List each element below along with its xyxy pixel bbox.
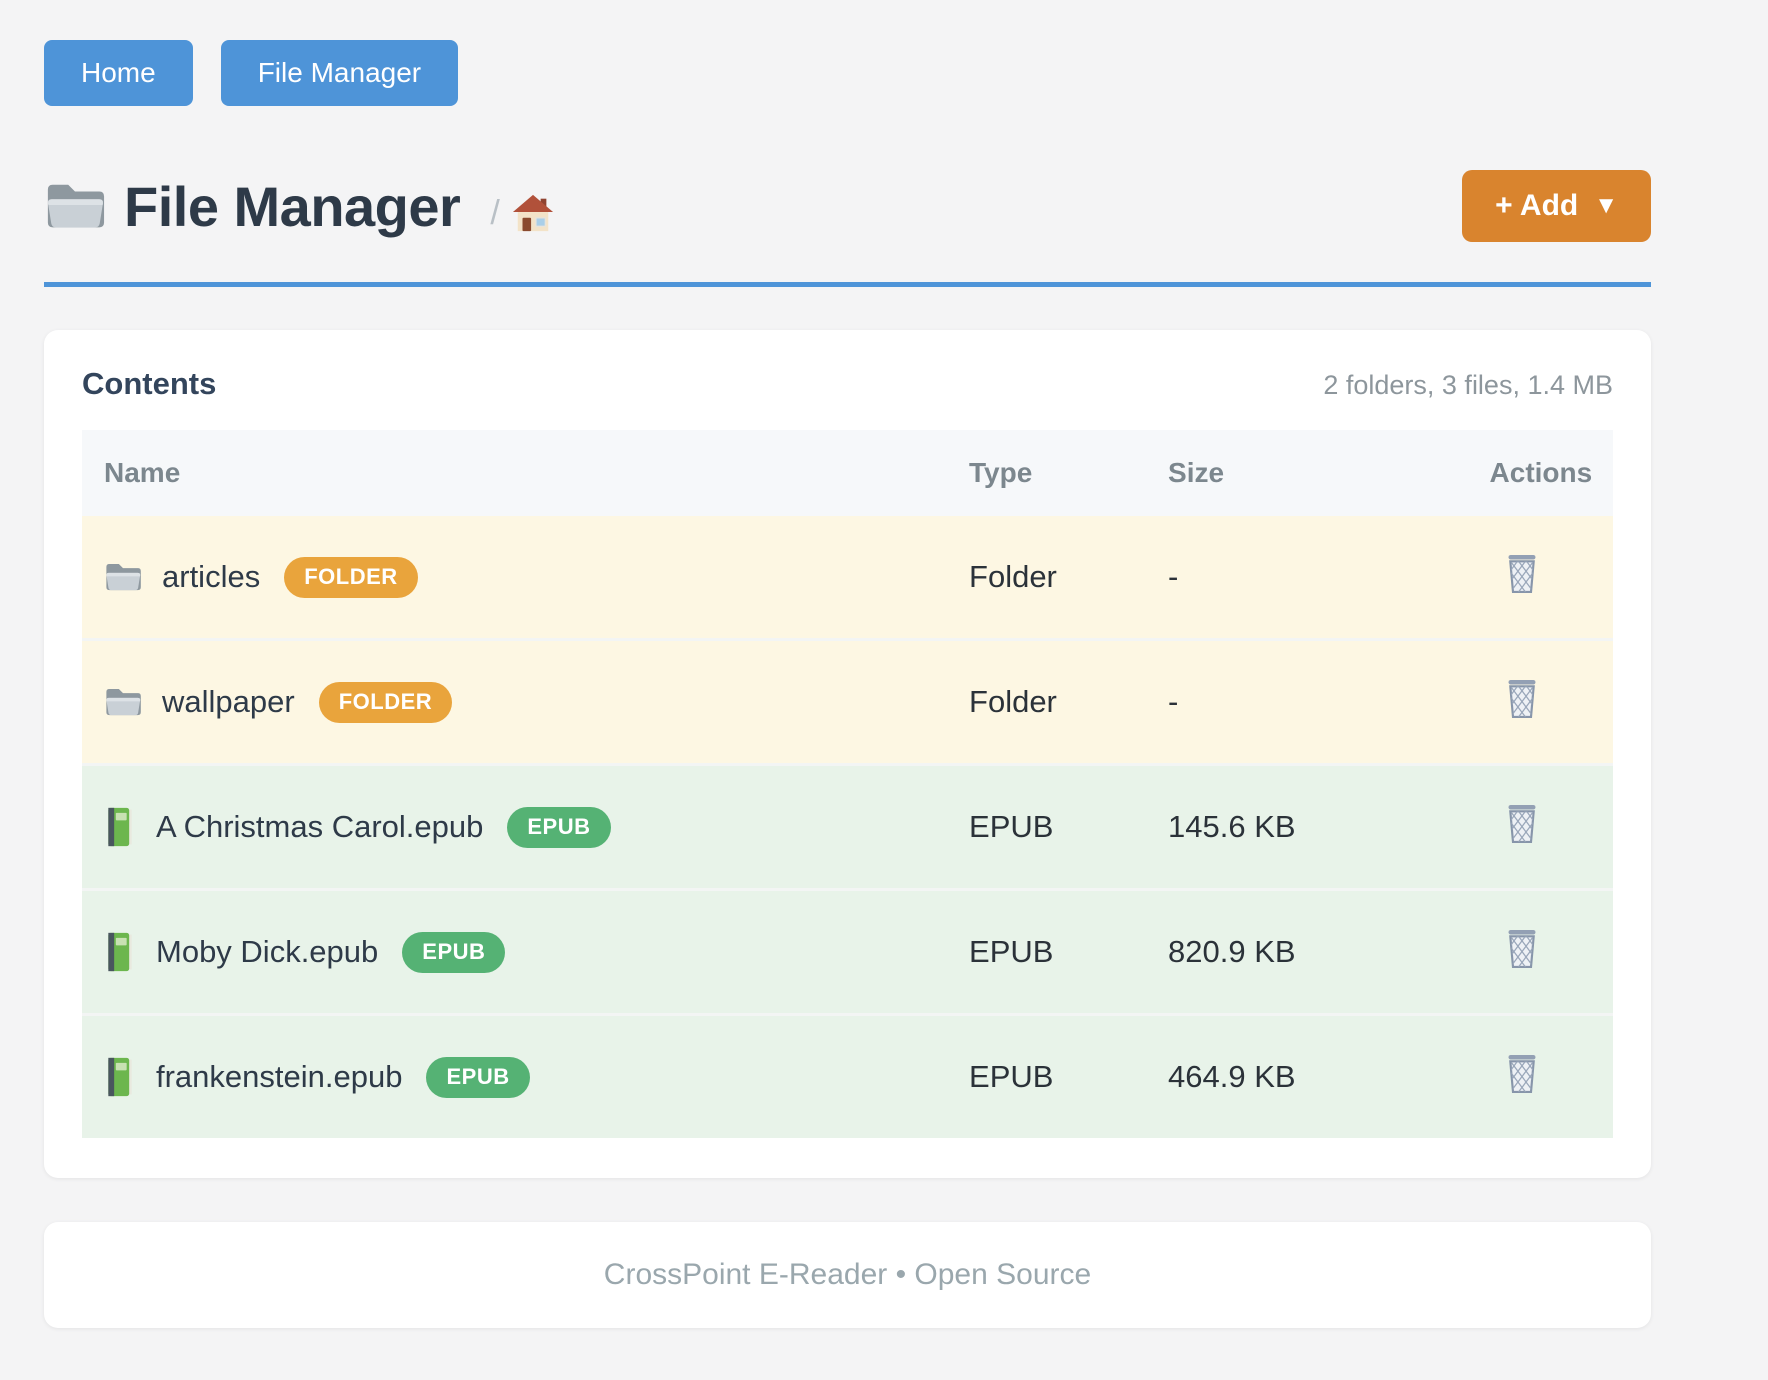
green-book-icon — [108, 1057, 132, 1097]
table-row: Moby Dick.epub EPUB EPUB 820.9 KB — [82, 888, 1613, 1015]
folder-icon — [106, 688, 141, 716]
footer-text: CrossPoint E-Reader • Open Source — [603, 1258, 1092, 1291]
delete-button[interactable] — [1504, 802, 1540, 844]
delete-button[interactable] — [1504, 1052, 1540, 1094]
title-divider — [44, 282, 1651, 287]
trash-icon — [1504, 927, 1540, 969]
table-row: wallpaper FOLDER Folder - — [82, 638, 1613, 765]
delete-button[interactable] — [1504, 677, 1540, 719]
file-name[interactable]: A Christmas Carol.epub — [156, 809, 484, 844]
green-book-icon — [108, 807, 132, 847]
page-title: File Manager — [124, 174, 461, 238]
file-table: Name Type Size Actions articles FOLDER F… — [82, 430, 1613, 1138]
page-header: File Manager / + Add ▼ — [44, 170, 1651, 242]
contents-heading: Contents — [82, 366, 217, 401]
file-type: EPUB — [947, 763, 1147, 890]
add-button[interactable]: + Add ▼ — [1462, 170, 1651, 242]
footer: CrossPoint E-Reader • Open Source — [44, 1222, 1651, 1328]
home-button[interactable]: Home — [44, 40, 193, 106]
file-type: Folder — [969, 559, 1057, 594]
file-size: - — [1146, 638, 1468, 765]
table-header-row: Name Type Size Actions — [82, 430, 1613, 516]
epub-badge: EPUB — [507, 806, 611, 848]
delete-button[interactable] — [1504, 552, 1540, 594]
trash-icon — [1504, 1052, 1540, 1094]
delete-button[interactable] — [1504, 927, 1540, 969]
file-size: 820.9 KB — [1146, 888, 1468, 1015]
column-header-type: Type — [947, 430, 1147, 516]
add-button-label: + Add — [1495, 189, 1579, 222]
epub-badge: EPUB — [426, 1056, 530, 1098]
trash-icon — [1504, 552, 1540, 594]
file-type: Folder — [947, 638, 1147, 765]
chevron-down-icon: ▼ — [1594, 192, 1618, 219]
file-size: - — [1168, 559, 1179, 594]
page-container: Home File Manager File Manager / + Add ▼… — [44, 0, 1651, 1328]
file-size: 464.9 KB — [1146, 1013, 1468, 1138]
folder-badge: FOLDER — [284, 556, 418, 598]
contents-summary: 2 folders, 3 files, 1.4 MB — [1323, 370, 1613, 400]
column-header-name: Name — [82, 430, 948, 516]
file-name[interactable]: articles — [162, 559, 261, 594]
file-name[interactable]: Moby Dick.epub — [156, 934, 379, 969]
green-book-icon — [108, 932, 132, 972]
file-manager-button[interactable]: File Manager — [220, 40, 459, 106]
contents-card-header: Contents 2 folders, 3 files, 1.4 MB — [82, 366, 1613, 402]
contents-card: Contents 2 folders, 3 files, 1.4 MB Name… — [44, 330, 1651, 1178]
file-type: EPUB — [947, 888, 1147, 1015]
folder-icon — [47, 184, 105, 228]
column-header-size: Size — [1146, 430, 1468, 516]
top-nav: Home File Manager — [44, 0, 1651, 106]
breadcrumb-separator: / — [490, 193, 500, 232]
folder-icon — [106, 563, 141, 591]
epub-badge: EPUB — [402, 931, 506, 973]
trash-icon — [1504, 677, 1540, 719]
column-header-actions: Actions — [1467, 430, 1613, 516]
trash-icon — [1504, 802, 1540, 844]
file-name[interactable]: wallpaper — [162, 684, 295, 719]
home-house-icon[interactable] — [512, 193, 554, 233]
file-name[interactable]: frankenstein.epub — [156, 1059, 403, 1094]
file-type: EPUB — [947, 1013, 1147, 1138]
breadcrumb: / — [490, 193, 554, 233]
file-size: 145.6 KB — [1146, 763, 1468, 890]
folder-badge: FOLDER — [318, 681, 453, 723]
table-row: A Christmas Carol.epub EPUB EPUB 145.6 K… — [82, 763, 1613, 890]
table-row: frankenstein.epub EPUB EPUB 464.9 KB — [82, 1013, 1613, 1138]
table-row: articles FOLDER Folder - — [82, 516, 1613, 640]
